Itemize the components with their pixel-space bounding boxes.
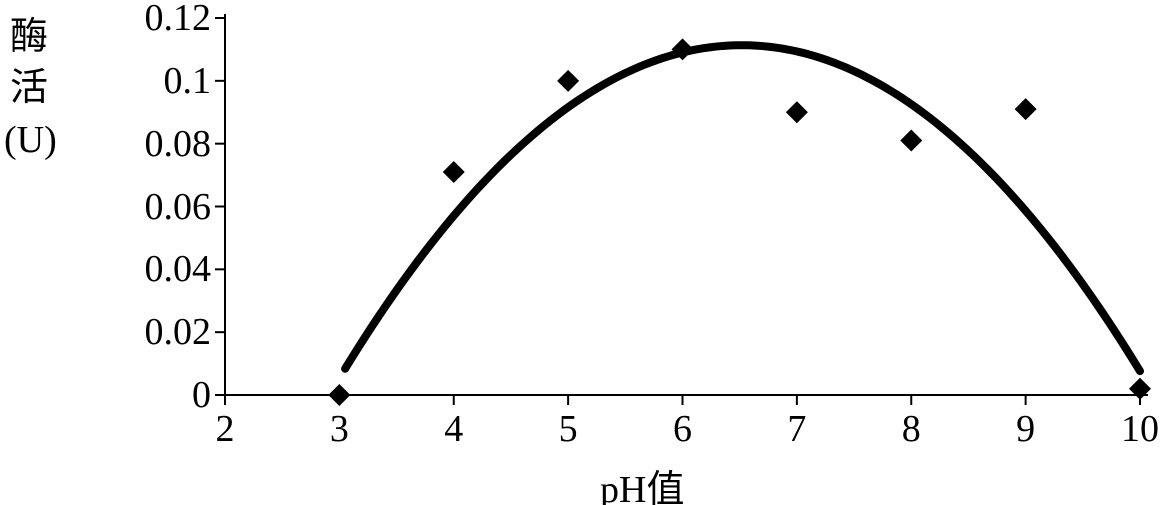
y-tick-label: 0.1: [61, 59, 211, 103]
x-tick-label: 6: [663, 407, 703, 451]
y-tick-label: 0.02: [61, 310, 211, 354]
x-tick-label: 10: [1120, 407, 1160, 451]
x-tick-label: 9: [1006, 407, 1046, 451]
chart-container: 酶 活 (U) 00.020.040.060.080.10.12 2345678…: [0, 0, 1176, 505]
x-axis-label: pH值: [600, 458, 684, 505]
x-tick-label: 7: [777, 407, 817, 451]
y-tick-label: 0.04: [61, 247, 211, 291]
x-tick-label: 8: [891, 407, 931, 451]
data-point-marker: [786, 101, 808, 123]
data-point-marker: [443, 161, 465, 183]
data-point-marker: [900, 130, 922, 152]
y-tick-label: 0: [61, 373, 211, 417]
x-tick-label: 3: [319, 407, 359, 451]
data-point-marker: [328, 384, 350, 406]
y-tick-label: 0.08: [61, 122, 211, 166]
x-tick-label: 4: [434, 407, 474, 451]
x-tick-label: 5: [548, 407, 588, 451]
y-tick-label: 0.12: [61, 0, 211, 40]
x-tick-label: 2: [205, 407, 245, 451]
y-tick-label: 0.06: [61, 185, 211, 229]
data-point-marker: [1129, 378, 1151, 400]
data-point-marker: [557, 70, 579, 92]
data-point-marker: [1015, 98, 1037, 120]
